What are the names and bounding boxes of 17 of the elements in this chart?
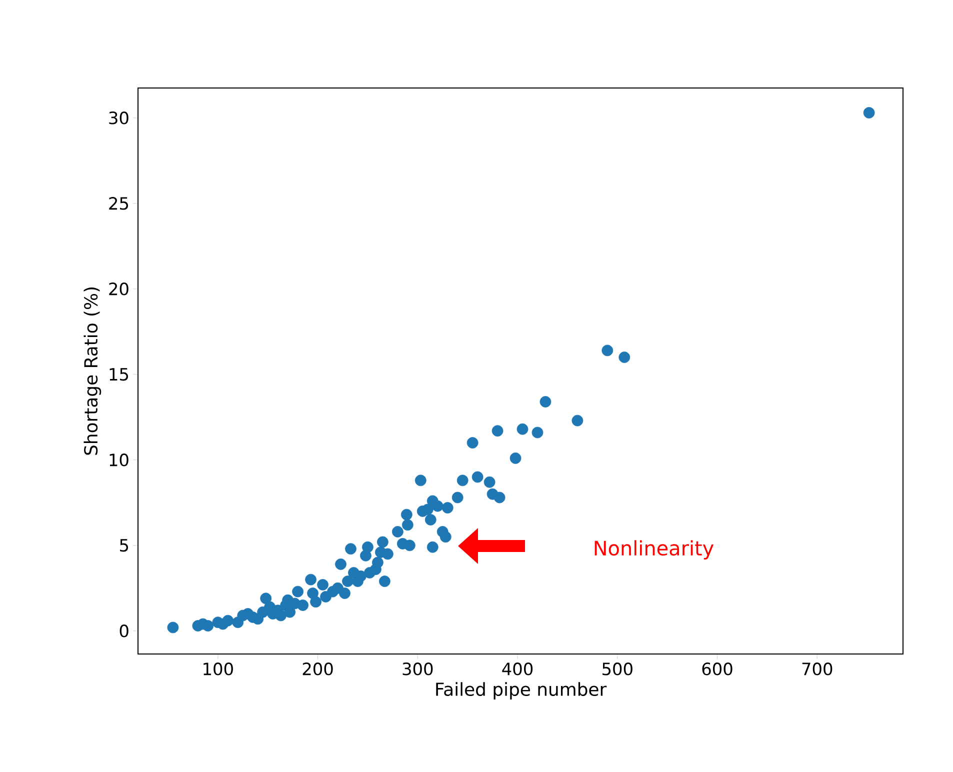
x-tick-label: 300 bbox=[402, 662, 433, 676]
annotation: Nonlinearity bbox=[594, 540, 714, 560]
x-tick-label: 400 bbox=[502, 662, 533, 676]
x-tick-label: 100 bbox=[204, 662, 233, 676]
y-tick-label: 0 bbox=[120, 624, 128, 638]
x-tick-label: 200 bbox=[302, 662, 333, 676]
y-tick-label: 20 bbox=[109, 282, 128, 296]
y-tick-label: 10 bbox=[110, 453, 128, 466]
y-tick-label: 25 bbox=[109, 196, 128, 210]
y-tick-label: 15 bbox=[110, 368, 128, 381]
x-tick-label: 500 bbox=[602, 662, 632, 676]
x-tick-label: 700 bbox=[802, 662, 832, 676]
y-tick-label: 30 bbox=[109, 111, 128, 124]
y-axis-title: Shortage Ratio (%) bbox=[84, 288, 102, 455]
y-tick-label: 5 bbox=[120, 539, 128, 552]
x-tick-label: 600 bbox=[702, 662, 732, 676]
x-axis-title: Failed pipe number bbox=[436, 682, 607, 700]
